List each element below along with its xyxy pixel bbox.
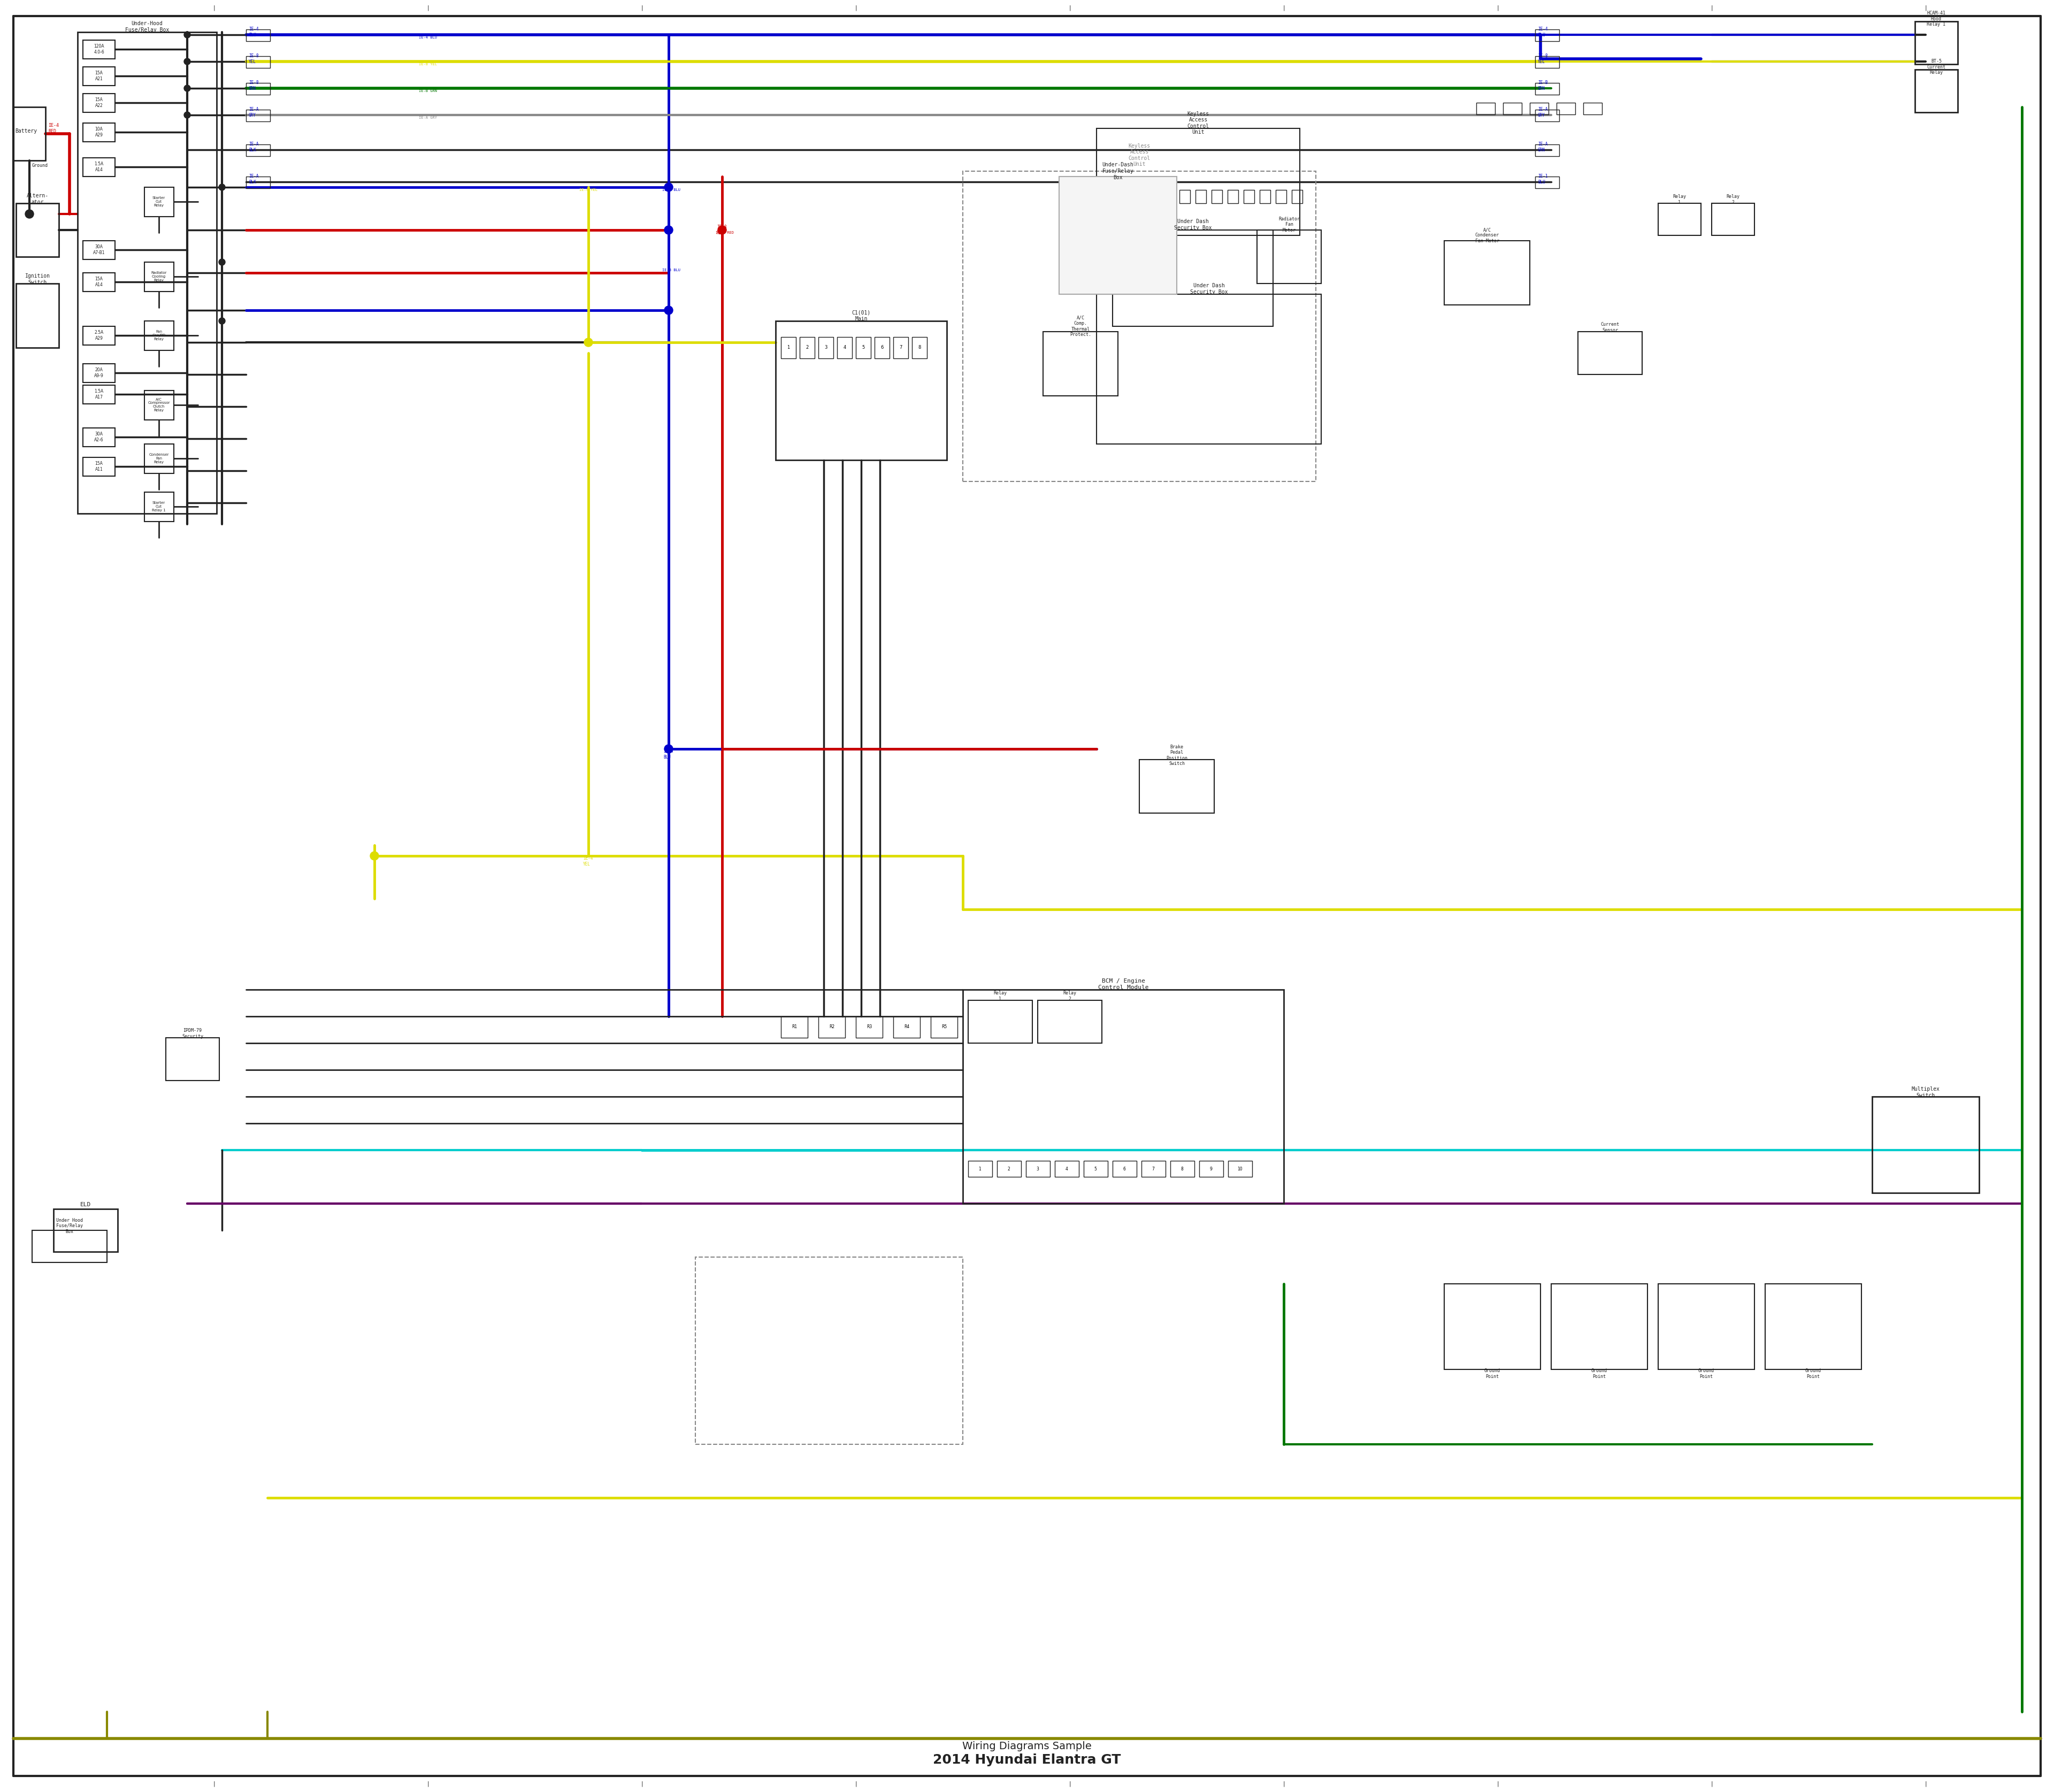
Bar [1132, 190, 1142, 202]
Bar [82, 364, 115, 382]
Bar [1259, 190, 1269, 202]
Bar [82, 93, 115, 113]
Bar [1115, 190, 1126, 202]
Bar [1025, 1161, 1050, 1177]
Text: Ground
Point: Ground Point [1485, 1369, 1499, 1378]
Text: Starter
Cut
Relay: Starter Cut Relay [152, 197, 164, 208]
Text: 1: 1 [787, 346, 791, 349]
Bar [82, 272, 115, 292]
Bar [838, 337, 852, 358]
Text: R3: R3 [867, 1025, 873, 1029]
Text: Relay
1: Relay 1 [994, 991, 1006, 1002]
Bar [33, 1231, 107, 1262]
Bar [963, 989, 1284, 1204]
Text: IE-1
BLU: IE-1 BLU [1538, 174, 1549, 185]
Bar [776, 321, 947, 461]
Bar [1584, 102, 1602, 115]
Bar [1534, 177, 1559, 188]
Text: Radiator
Cooling
Relay: Radiator Cooling Relay [152, 271, 166, 281]
Text: IE-1 BLU: IE-1 BLU [661, 188, 680, 192]
Bar [967, 1161, 992, 1177]
Text: Multiplex
Switch: Multiplex Switch [1912, 1086, 1939, 1098]
Bar [144, 186, 175, 217]
Bar [1148, 190, 1158, 202]
Text: R5: R5 [941, 1025, 947, 1029]
Text: 15A
A22: 15A A22 [94, 97, 103, 108]
Text: 3: 3 [1037, 1167, 1039, 1172]
Text: IE-B GRN: IE-B GRN [419, 90, 438, 93]
Bar [930, 1016, 957, 1038]
Bar [967, 1000, 1033, 1043]
Text: Under Dash
Security Box: Under Dash Security Box [1189, 283, 1228, 294]
Text: 2014 Hyundai Elantra GT: 2014 Hyundai Elantra GT [933, 1754, 1121, 1767]
Bar [1097, 129, 1300, 235]
Bar [893, 1016, 920, 1038]
Text: IE-A GRY: IE-A GRY [419, 116, 438, 120]
Text: 4: 4 [844, 346, 846, 349]
Text: IE-4
YEL: IE-4 YEL [583, 857, 594, 866]
Text: BCM / Engine
Control Module: BCM / Engine Control Module [1099, 978, 1148, 989]
Bar [1658, 1283, 1754, 1369]
Text: Under Hood
Fuse/Relay
Box: Under Hood Fuse/Relay Box [55, 1219, 82, 1235]
Text: IE-4
RED: IE-4 RED [47, 124, 60, 134]
Text: 10A
A29: 10A A29 [94, 127, 103, 138]
Bar [1534, 109, 1559, 122]
Bar [144, 321, 175, 351]
Text: IE-8
GRN: IE-8 GRN [249, 81, 259, 91]
Bar [53, 1210, 117, 1253]
Bar [893, 337, 908, 358]
Bar [1551, 1283, 1647, 1369]
Circle shape [583, 339, 594, 346]
Text: Ground
Point: Ground Point [1592, 1369, 1608, 1378]
Bar [1914, 22, 1957, 65]
Text: IE-4 BLU: IE-4 BLU [419, 36, 438, 39]
Text: IE-A
GRN: IE-A GRN [1538, 142, 1549, 152]
Circle shape [663, 745, 674, 753]
Circle shape [663, 306, 674, 315]
Bar [1037, 1000, 1101, 1043]
Text: C1(01)
Main: C1(01) Main [852, 310, 871, 321]
Bar [857, 337, 871, 358]
Bar [246, 29, 271, 41]
Text: 6: 6 [881, 346, 883, 349]
Bar [1444, 240, 1530, 305]
Text: IPDM-79
Security: IPDM-79 Security [183, 1029, 203, 1039]
Text: 30A
A7-B1: 30A A7-B1 [92, 246, 105, 254]
Bar [16, 202, 60, 256]
Bar [1477, 102, 1495, 115]
Bar [246, 82, 271, 95]
Bar [166, 1038, 220, 1081]
Text: 120A
4.0-6: 120A 4.0-6 [94, 45, 105, 54]
Text: A/C
Comp.
Thermal
Protect.: A/C Comp. Thermal Protect. [1070, 315, 1091, 337]
Bar [144, 493, 175, 521]
Bar [817, 1016, 844, 1038]
Bar [1195, 190, 1206, 202]
Text: IE-8
YEL: IE-8 YEL [249, 54, 259, 65]
Bar [16, 283, 60, 348]
Bar [996, 1161, 1021, 1177]
Text: 2.5A
A29: 2.5A A29 [94, 330, 103, 340]
Text: Wiring Diagrams Sample: Wiring Diagrams Sample [963, 1742, 1091, 1751]
Bar [82, 385, 115, 403]
Bar [1530, 102, 1549, 115]
Bar [1097, 294, 1321, 444]
Text: 8: 8 [1181, 1167, 1183, 1172]
Bar [1257, 229, 1321, 283]
Text: IE-A
BLK: IE-A BLK [249, 142, 259, 152]
Text: IE-8 YEL: IE-8 YEL [419, 63, 438, 66]
Text: IE-8 BLU: IE-8 BLU [661, 269, 680, 272]
Text: Ground: Ground [33, 163, 47, 168]
Bar [82, 428, 115, 446]
Circle shape [185, 59, 191, 65]
Text: R4: R4 [904, 1025, 910, 1029]
Text: Keyless
Access
Control
Unit: Keyless Access Control Unit [1128, 143, 1150, 167]
Text: 15A
A14: 15A A14 [94, 276, 103, 287]
Text: 9: 9 [1210, 1167, 1212, 1172]
Bar [1276, 190, 1286, 202]
Bar [817, 337, 834, 358]
Bar [1444, 1283, 1540, 1369]
Circle shape [663, 183, 674, 192]
Text: BT-5
Current
Relay: BT-5 Current Relay [1927, 59, 1945, 75]
Text: Ignition
Switch: Ignition Switch [25, 274, 49, 285]
Text: R2: R2 [830, 1025, 834, 1029]
